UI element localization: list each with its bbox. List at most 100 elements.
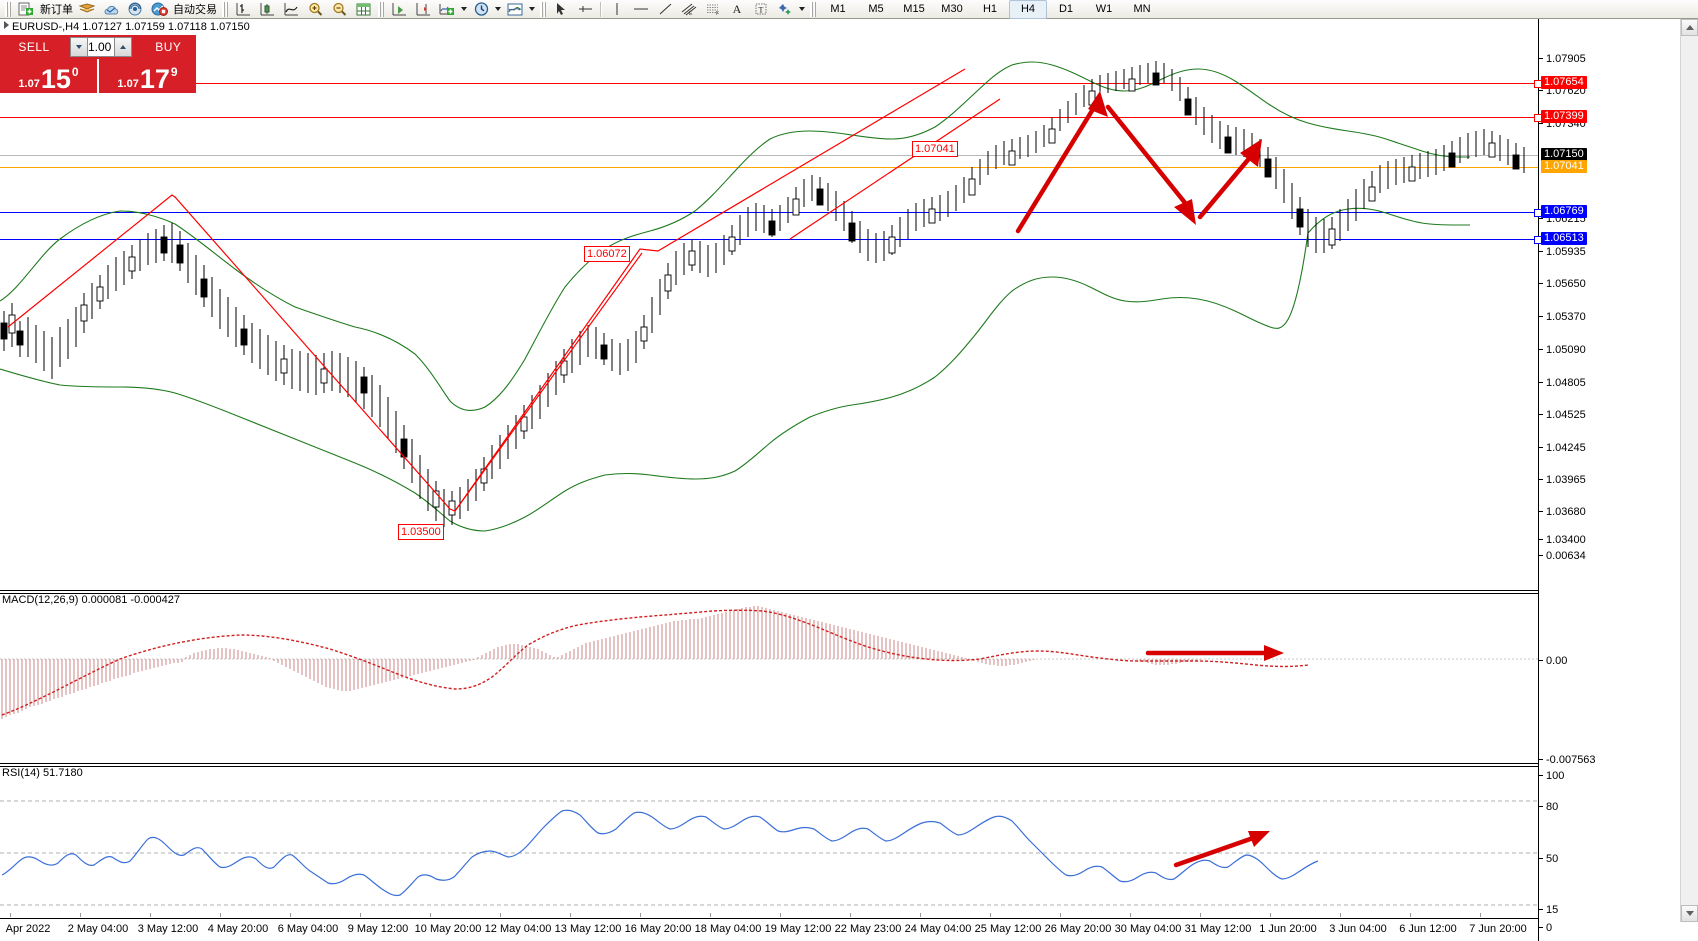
timeframe-h1[interactable]: H1 (982, 3, 998, 15)
crosshair-icon[interactable] (573, 0, 597, 19)
timeframe-d1[interactable]: D1 (1058, 3, 1074, 15)
shapes-icon[interactable] (773, 0, 797, 19)
level-handle-107399[interactable] (1534, 114, 1542, 122)
rsi-axis-tick: 50 (1539, 853, 1558, 865)
volume-increase-button[interactable] (114, 37, 133, 57)
shapes-dropdown-arrow[interactable] (797, 1, 807, 18)
toolbar-grip-4[interactable] (540, 1, 546, 17)
fibonacci-icon[interactable]: F (701, 0, 725, 19)
signals-icon[interactable] (123, 0, 147, 19)
level-line-106513[interactable] (0, 239, 1538, 240)
timeframe-m30[interactable]: M30 (941, 3, 963, 15)
auto-trading-icon[interactable] (147, 0, 171, 19)
collapse-icon[interactable] (4, 21, 9, 29)
price-tick: 1.05935 (1539, 246, 1586, 258)
volume-input[interactable]: 1.00 (88, 37, 115, 57)
market-watch-icon[interactable] (99, 0, 123, 19)
buy-button[interactable]: BUY (155, 40, 182, 54)
timeframe-m1[interactable]: M1 (830, 3, 846, 15)
equidistant-channel-icon[interactable]: E (677, 0, 701, 19)
time-axis[interactable]: Apr 2022 2 May 04:00 3 May 12:00 4 May 2… (0, 918, 1538, 941)
level-label-107654[interactable]: 1.07654 (1541, 76, 1587, 89)
macd-plot (0, 606, 1538, 719)
chart-shift-icon[interactable] (411, 0, 435, 19)
templates-icon[interactable] (503, 0, 527, 19)
macd-axis-tick: 0.00634 (1539, 550, 1586, 562)
level-handle-107654[interactable] (1534, 80, 1542, 88)
timeframe-w1[interactable]: W1 (1095, 3, 1113, 15)
time-label: 22 May 23:00 (834, 923, 902, 935)
auto-scroll-icon[interactable] (387, 0, 411, 19)
candlestick-chart-icon[interactable] (255, 0, 279, 19)
time-label: 13 May 12:00 (554, 923, 622, 935)
indicators-dropdown-arrow[interactable] (459, 1, 469, 18)
rsi-axis-tick: 0 (1539, 922, 1552, 934)
level-line-107399[interactable] (0, 117, 1538, 118)
level-handle-106769[interactable] (1534, 209, 1542, 217)
rsi-red-arrow (1173, 834, 1259, 868)
templates-dropdown-arrow[interactable] (527, 1, 537, 18)
new-order-label[interactable]: 新订单 (40, 4, 73, 16)
scroll-up-button[interactable] (1681, 19, 1698, 36)
sell-price-big: 15 (40, 64, 71, 94)
sell-button[interactable]: SELL (18, 40, 50, 54)
time-label: 1 Jun 20:00 (1259, 923, 1317, 935)
level-label-107041[interactable]: 1.07041 (1541, 160, 1587, 173)
level-label-107399[interactable]: 1.07399 (1541, 110, 1587, 123)
text-icon[interactable]: A (732, 1, 742, 16)
level-label-106513[interactable]: 1.06513 (1541, 232, 1587, 245)
scroll-down-button[interactable] (1681, 905, 1698, 922)
time-label: 7 Jun 20:00 (1469, 923, 1527, 935)
bar-chart-icon[interactable] (231, 0, 255, 19)
bollinger-lower-band (0, 207, 1470, 532)
level-line-107654[interactable] (0, 83, 1538, 84)
toolbar-grip[interactable] (5, 1, 11, 17)
macd-histogram (1, 606, 1201, 719)
period-dropdown-arrow[interactable] (493, 1, 503, 18)
time-label: 26 May 20:00 (1044, 923, 1112, 935)
vline-icon[interactable] (605, 0, 629, 19)
toolbar-grip-2[interactable] (222, 1, 228, 17)
indicators-icon[interactable] (435, 0, 459, 19)
price-tick: 1.03965 (1539, 474, 1586, 486)
toolbar-grip-5[interactable] (810, 1, 816, 17)
sell-price-sup: 0 (71, 65, 79, 79)
trendline-icon[interactable] (653, 0, 677, 19)
chart-canvas[interactable]: EURUSD-,H4 1.07127 1.07159 1.07118 1.071… (0, 19, 1698, 941)
toolbar-grip-3[interactable] (378, 1, 384, 17)
level-line-106769[interactable] (0, 212, 1538, 213)
data-window-icon[interactable] (351, 0, 375, 19)
buy-price[interactable]: 1.07 17 9 (99, 59, 196, 93)
level-handle-106513[interactable] (1534, 236, 1542, 244)
timeframe-h4[interactable]: H4 (1009, 0, 1047, 19)
timeframe-m5[interactable]: M5 (868, 3, 884, 15)
hline-icon[interactable] (629, 0, 653, 19)
cursor-icon[interactable] (549, 0, 573, 19)
price-axis[interactable]: 1.07905 1.07620 1.07340 1.06215 1.05935 … (1538, 19, 1698, 941)
text-label-icon[interactable]: T (749, 0, 773, 19)
macd-indicator-label: MACD(12,26,9) 0.000081 -0.000427 (2, 594, 180, 606)
rsi-axis-tick: 15 (1539, 904, 1558, 916)
vertical-scrollbar[interactable] (1680, 19, 1698, 922)
time-label: 6 Jun 12:00 (1399, 923, 1457, 935)
user-trendlines (7, 68, 1001, 512)
new-order-icon[interactable] (14, 0, 38, 19)
one-click-trading-panel[interactable]: SELL 1.00 BUY 1.07 15 0 1.07 17 9 (0, 35, 196, 93)
level-label-106769[interactable]: 1.06769 (1541, 205, 1587, 218)
rsi-line (1, 809, 1319, 897)
zoom-in-icon[interactable] (303, 0, 327, 19)
volume-decrease-button[interactable] (70, 37, 88, 57)
zoom-out-icon[interactable] (327, 0, 351, 19)
auto-trading-label[interactable]: 自动交易 (173, 4, 217, 16)
line-chart-icon[interactable] (279, 0, 303, 19)
price-tick: 1.05650 (1539, 278, 1586, 290)
book-icon[interactable] (75, 0, 99, 19)
volume-stepper[interactable]: 1.00 (68, 35, 135, 59)
level-line-107041[interactable] (0, 167, 1538, 168)
svg-text:F: F (716, 11, 719, 17)
period-icon[interactable] (469, 0, 493, 19)
rsi-plot (0, 800, 1538, 906)
sell-price[interactable]: 1.07 15 0 (0, 59, 97, 93)
timeframe-m15[interactable]: M15 (903, 3, 925, 15)
timeframe-mn[interactable]: MN (1133, 3, 1151, 15)
